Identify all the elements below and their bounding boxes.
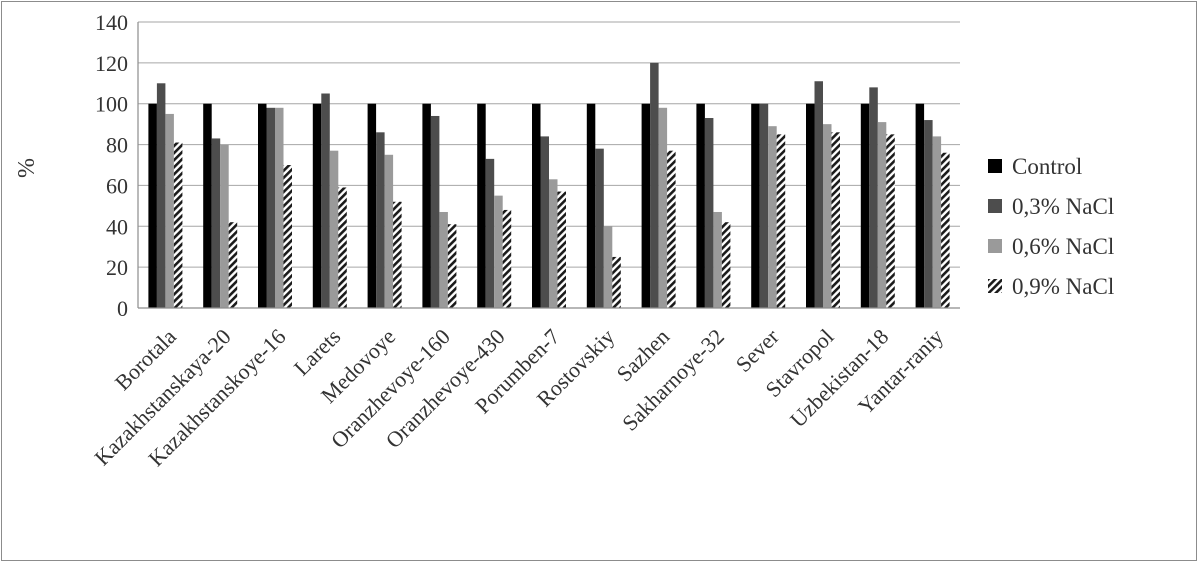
bar-0-3-nacl-yantar-raniy xyxy=(924,120,933,308)
bar-control-sever xyxy=(751,103,760,308)
legend-label: 0,3% NaCl xyxy=(1012,194,1114,219)
bar-control-kazakhstanskoye-16 xyxy=(258,103,267,308)
bar-control-borotala xyxy=(148,103,157,308)
bar-0-9-nacl-sever xyxy=(776,134,786,308)
bar-0-6-nacl-rostovskiy xyxy=(603,226,613,308)
bar-control-stavropol xyxy=(806,103,815,308)
legend-label: 0,6% NaCl xyxy=(1012,234,1114,259)
bar-0-6-nacl-larets xyxy=(329,150,339,308)
bar-0-9-nacl-larets xyxy=(338,187,347,308)
bar-0-9-nacl-stavropol xyxy=(831,132,840,308)
bar-control-oranzhevoye-160 xyxy=(422,103,431,308)
bar-0-6-nacl-oranzhevoye-430 xyxy=(494,195,503,308)
bar-0-9-nacl-medovoye xyxy=(393,201,402,308)
bar-0-6-nacl-medovoye xyxy=(384,154,394,308)
bar-0-6-nacl-sever xyxy=(768,126,777,308)
bar-0-9-nacl-sakharnoye-32 xyxy=(721,222,731,308)
bar-control-uzbekistan-18 xyxy=(860,103,870,308)
legend: Control 0,3% NaCl 0,6% NaCl 0,9% NaCl xyxy=(988,154,1114,299)
y-tick-label: 20 xyxy=(106,255,128,280)
bar-control-porumben-7 xyxy=(532,103,541,308)
y-axis-label: % xyxy=(14,158,40,178)
bar-0-6-nacl-uzbekistan-18 xyxy=(877,122,887,308)
bar-0-9-nacl-oranzhevoye-430 xyxy=(502,209,512,308)
bar-0-9-nacl-oranzhevoye-160 xyxy=(447,224,457,308)
bar-0-3-nacl-kazakhstanskoye-16 xyxy=(266,107,275,308)
y-tick-label: 0 xyxy=(117,296,128,321)
bar-0-3-nacl-borotala xyxy=(156,83,166,309)
bar-0-3-nacl-sazhen xyxy=(650,62,659,308)
bar-0-3-nacl-rostovskiy xyxy=(595,148,604,308)
y-tick-label: 100 xyxy=(95,92,128,117)
bar-0-9-nacl-kazakhstanskoye-16 xyxy=(283,165,292,308)
bar-control-larets xyxy=(312,103,322,308)
bar-0-3-nacl-oranzhevoye-160 xyxy=(430,115,440,308)
bar-control-oranzhevoye-430 xyxy=(477,103,486,308)
y-tick-label: 140 xyxy=(95,10,128,35)
bar-control-rostovskiy xyxy=(586,103,596,308)
bar-0-6-nacl-sazhen xyxy=(658,107,668,308)
bar-0-6-nacl-kazakhstanskoye-16 xyxy=(275,107,284,308)
bar-control-sazhen xyxy=(641,103,651,308)
legend-swatch xyxy=(988,279,1002,293)
bar-0-9-nacl-rostovskiy xyxy=(612,256,621,308)
bar-0-3-nacl-oranzhevoye-430 xyxy=(485,158,495,308)
bar-0-9-nacl-sazhen xyxy=(667,150,676,308)
bar-0-6-nacl-porumben-7 xyxy=(549,179,558,308)
bar-0-3-nacl-porumben-7 xyxy=(540,136,549,308)
bar-control-medovoye xyxy=(367,103,377,308)
legend-swatch xyxy=(988,159,1002,173)
bar-0-3-nacl-kazakhstanskaya-20 xyxy=(211,138,221,308)
bar-0-6-nacl-stavropol xyxy=(823,124,832,309)
bar-0-9-nacl-uzbekistan-18 xyxy=(886,134,895,308)
bar-control-sakharnoye-32 xyxy=(696,103,705,308)
bar-0-9-nacl-yantar-raniy xyxy=(941,152,950,308)
y-tick-label: 60 xyxy=(106,173,128,198)
bar-0-3-nacl-medovoye xyxy=(376,132,385,308)
bar-0-3-nacl-stavropol xyxy=(814,81,823,308)
bar-0-9-nacl-kazakhstanskaya-20 xyxy=(228,222,238,308)
y-tick-label: 120 xyxy=(95,51,128,76)
bar-0-3-nacl-larets xyxy=(321,93,330,308)
bar-0-3-nacl-sakharnoye-32 xyxy=(704,118,714,308)
bar-control-kazakhstanskaya-20 xyxy=(203,103,212,308)
bar-0-6-nacl-yantar-raniy xyxy=(932,136,942,308)
bar-0-9-nacl-borotala xyxy=(173,142,183,308)
bar-0-3-nacl-sever xyxy=(759,103,769,308)
legend-label: 0,9% NaCl xyxy=(1012,274,1114,299)
bar-0-3-nacl-uzbekistan-18 xyxy=(869,87,878,308)
bar-0-6-nacl-borotala xyxy=(165,113,174,308)
legend-swatch xyxy=(988,199,1002,213)
y-tick-label: 80 xyxy=(106,133,128,158)
bar-0-6-nacl-sakharnoye-32 xyxy=(713,211,722,308)
y-tick-label: 40 xyxy=(106,214,128,239)
bar-0-6-nacl-oranzhevoye-160 xyxy=(439,211,448,308)
bar-control-yantar-raniy xyxy=(915,103,925,308)
legend-swatch xyxy=(988,239,1002,253)
legend-label: Control xyxy=(1012,154,1082,179)
bar-0-9-nacl-porumben-7 xyxy=(557,191,566,308)
bar-0-6-nacl-kazakhstanskaya-20 xyxy=(220,144,229,308)
bars xyxy=(148,62,950,309)
